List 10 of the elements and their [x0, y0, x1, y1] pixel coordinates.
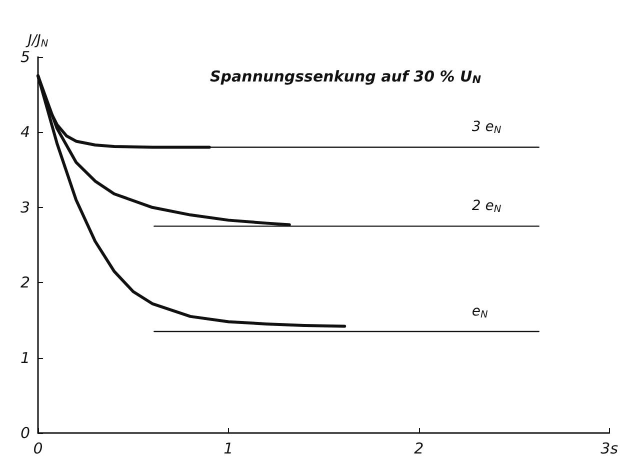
x-tick-label: 2 — [414, 440, 424, 456]
y-tick-label: 3 — [20, 198, 30, 216]
y-tick-label: 5 — [20, 48, 30, 66]
x-tick-label: 1 — [224, 440, 234, 456]
y-tick-label: 4 — [20, 123, 30, 142]
y-tick-label: 0 — [20, 424, 30, 442]
y-tick-label: 1 — [20, 348, 30, 367]
x-tick-label: 3s — [600, 440, 618, 456]
x-tick-label: 0 — [33, 440, 43, 456]
y-tick-label: 2 — [20, 274, 30, 292]
